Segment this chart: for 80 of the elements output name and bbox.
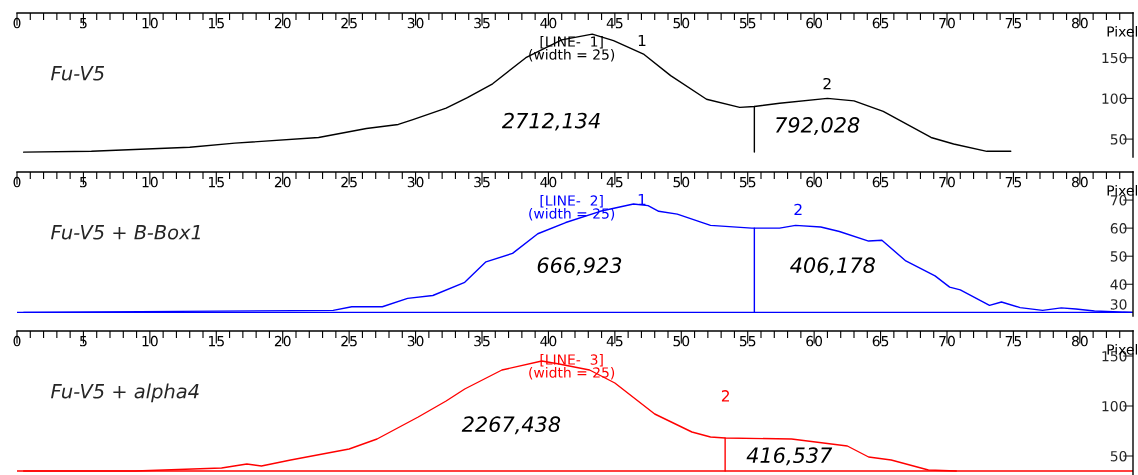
x-tick-label: 10 bbox=[142, 176, 158, 188]
annotation: 1 bbox=[638, 193, 646, 206]
y-tick-label: 50 bbox=[1110, 251, 1127, 262]
y-tick-label: 60 bbox=[1110, 223, 1127, 234]
x-tick-label: 45 bbox=[606, 18, 623, 29]
x-tick-label: 30 bbox=[407, 17, 424, 29]
x-tick-label: 45 bbox=[606, 177, 623, 188]
x-tick-label: 0 bbox=[13, 176, 21, 188]
x-tick-label: 5 bbox=[80, 336, 87, 347]
x-tick-label: 35 bbox=[474, 176, 490, 188]
x-tick-label: 50 bbox=[673, 17, 690, 29]
annotation: 666,923 bbox=[537, 257, 622, 276]
annotation: (width = 25) bbox=[529, 367, 615, 380]
x-tick-label: 10 bbox=[142, 335, 158, 347]
x-tick-label: 65 bbox=[872, 176, 889, 188]
x-tick-label: 70 bbox=[939, 335, 955, 347]
x-tick-label: 55 bbox=[739, 336, 756, 347]
x-tick-label: 25 bbox=[341, 335, 357, 347]
annotation: 416,537 bbox=[746, 447, 833, 466]
annotation: 792,028 bbox=[776, 117, 860, 135]
x-tick-label: 45 bbox=[606, 336, 623, 347]
annotation: 2 bbox=[721, 390, 729, 402]
text: Fu-V5 bbox=[51, 66, 105, 81]
annotation: (width = 25) bbox=[529, 49, 615, 62]
annotation: 2267,438 bbox=[461, 416, 561, 435]
annotation: [LINE- 3] bbox=[540, 354, 603, 367]
text: Fu-V5 + alpha4 bbox=[51, 383, 199, 403]
x-tick-label: 40 bbox=[540, 335, 557, 347]
x-tick-label: 15 bbox=[208, 336, 224, 347]
annotation: 1 bbox=[638, 34, 646, 47]
y-tick-label: 70 bbox=[1110, 195, 1127, 206]
x-tick-label: 10 bbox=[142, 17, 158, 29]
annotation: 2 bbox=[794, 203, 802, 216]
x-tick-label: 65 bbox=[872, 335, 889, 347]
x-tick-label: 35 bbox=[474, 17, 490, 29]
y-tick-label: 50 bbox=[1110, 134, 1127, 145]
x-tick-label: 80 bbox=[1071, 17, 1088, 29]
x-tick-label: 60 bbox=[806, 335, 823, 347]
x-tick-label: 0 bbox=[13, 17, 21, 29]
annotation: [LINE- 2] bbox=[540, 195, 603, 208]
text: Fu-V5 + B-Box1 bbox=[51, 225, 200, 240]
x-tick-label: 60 bbox=[806, 176, 823, 188]
x-tick-label: 35 bbox=[474, 335, 490, 347]
x-tick-label: 80 bbox=[1071, 335, 1088, 347]
x-tick-label: 55 bbox=[739, 18, 756, 29]
annotation: 2 bbox=[823, 77, 831, 90]
x-tick-label: 15 bbox=[208, 18, 224, 29]
x-tick-label: 75 bbox=[1005, 177, 1022, 188]
x-tick-label: 75 bbox=[1005, 18, 1022, 29]
x-tick-label: 55 bbox=[739, 177, 756, 188]
x-tick-label: 70 bbox=[939, 176, 955, 188]
annotation: 2712,134 bbox=[501, 112, 600, 131]
y-tick-label: 30 bbox=[1110, 299, 1127, 310]
x-tick-label: 20 bbox=[274, 176, 291, 188]
x-tick-label: 70 bbox=[939, 17, 955, 29]
x-tick-label: 30 bbox=[407, 176, 424, 188]
x-tick-label: 30 bbox=[407, 335, 424, 347]
x-tick-label: 5 bbox=[80, 18, 87, 29]
x-tick-label: 40 bbox=[540, 176, 557, 188]
x-tick-label: 25 bbox=[341, 176, 357, 188]
annotation: (width = 25) bbox=[529, 208, 615, 221]
x-tick-label: 20 bbox=[274, 335, 291, 347]
x-tick-label: 50 bbox=[673, 176, 690, 188]
y-tick-label: 40 bbox=[1110, 279, 1127, 290]
x-tick-label: 20 bbox=[274, 17, 291, 29]
x-tick-label: 50 bbox=[673, 335, 690, 347]
y-tick-label: 100 bbox=[1102, 93, 1127, 104]
y-tick-label: 150 bbox=[1102, 52, 1127, 64]
x-tick-label: 60 bbox=[806, 17, 823, 29]
y-tick-label: 50 bbox=[1110, 450, 1127, 462]
y-tick-label: 100 bbox=[1102, 400, 1127, 412]
x-tick-label: 0 bbox=[13, 335, 21, 347]
x-tick-label: 80 bbox=[1071, 176, 1088, 188]
annotation: 406,178 bbox=[790, 257, 875, 276]
x-tick-label: 25 bbox=[341, 17, 357, 29]
x-tick-label: 5 bbox=[80, 177, 87, 188]
x-tick-label: 65 bbox=[872, 17, 889, 29]
x-tick-label: 75 bbox=[1005, 336, 1022, 347]
x-tick-label: 40 bbox=[540, 17, 557, 29]
x-tick-label: 15 bbox=[208, 177, 224, 188]
